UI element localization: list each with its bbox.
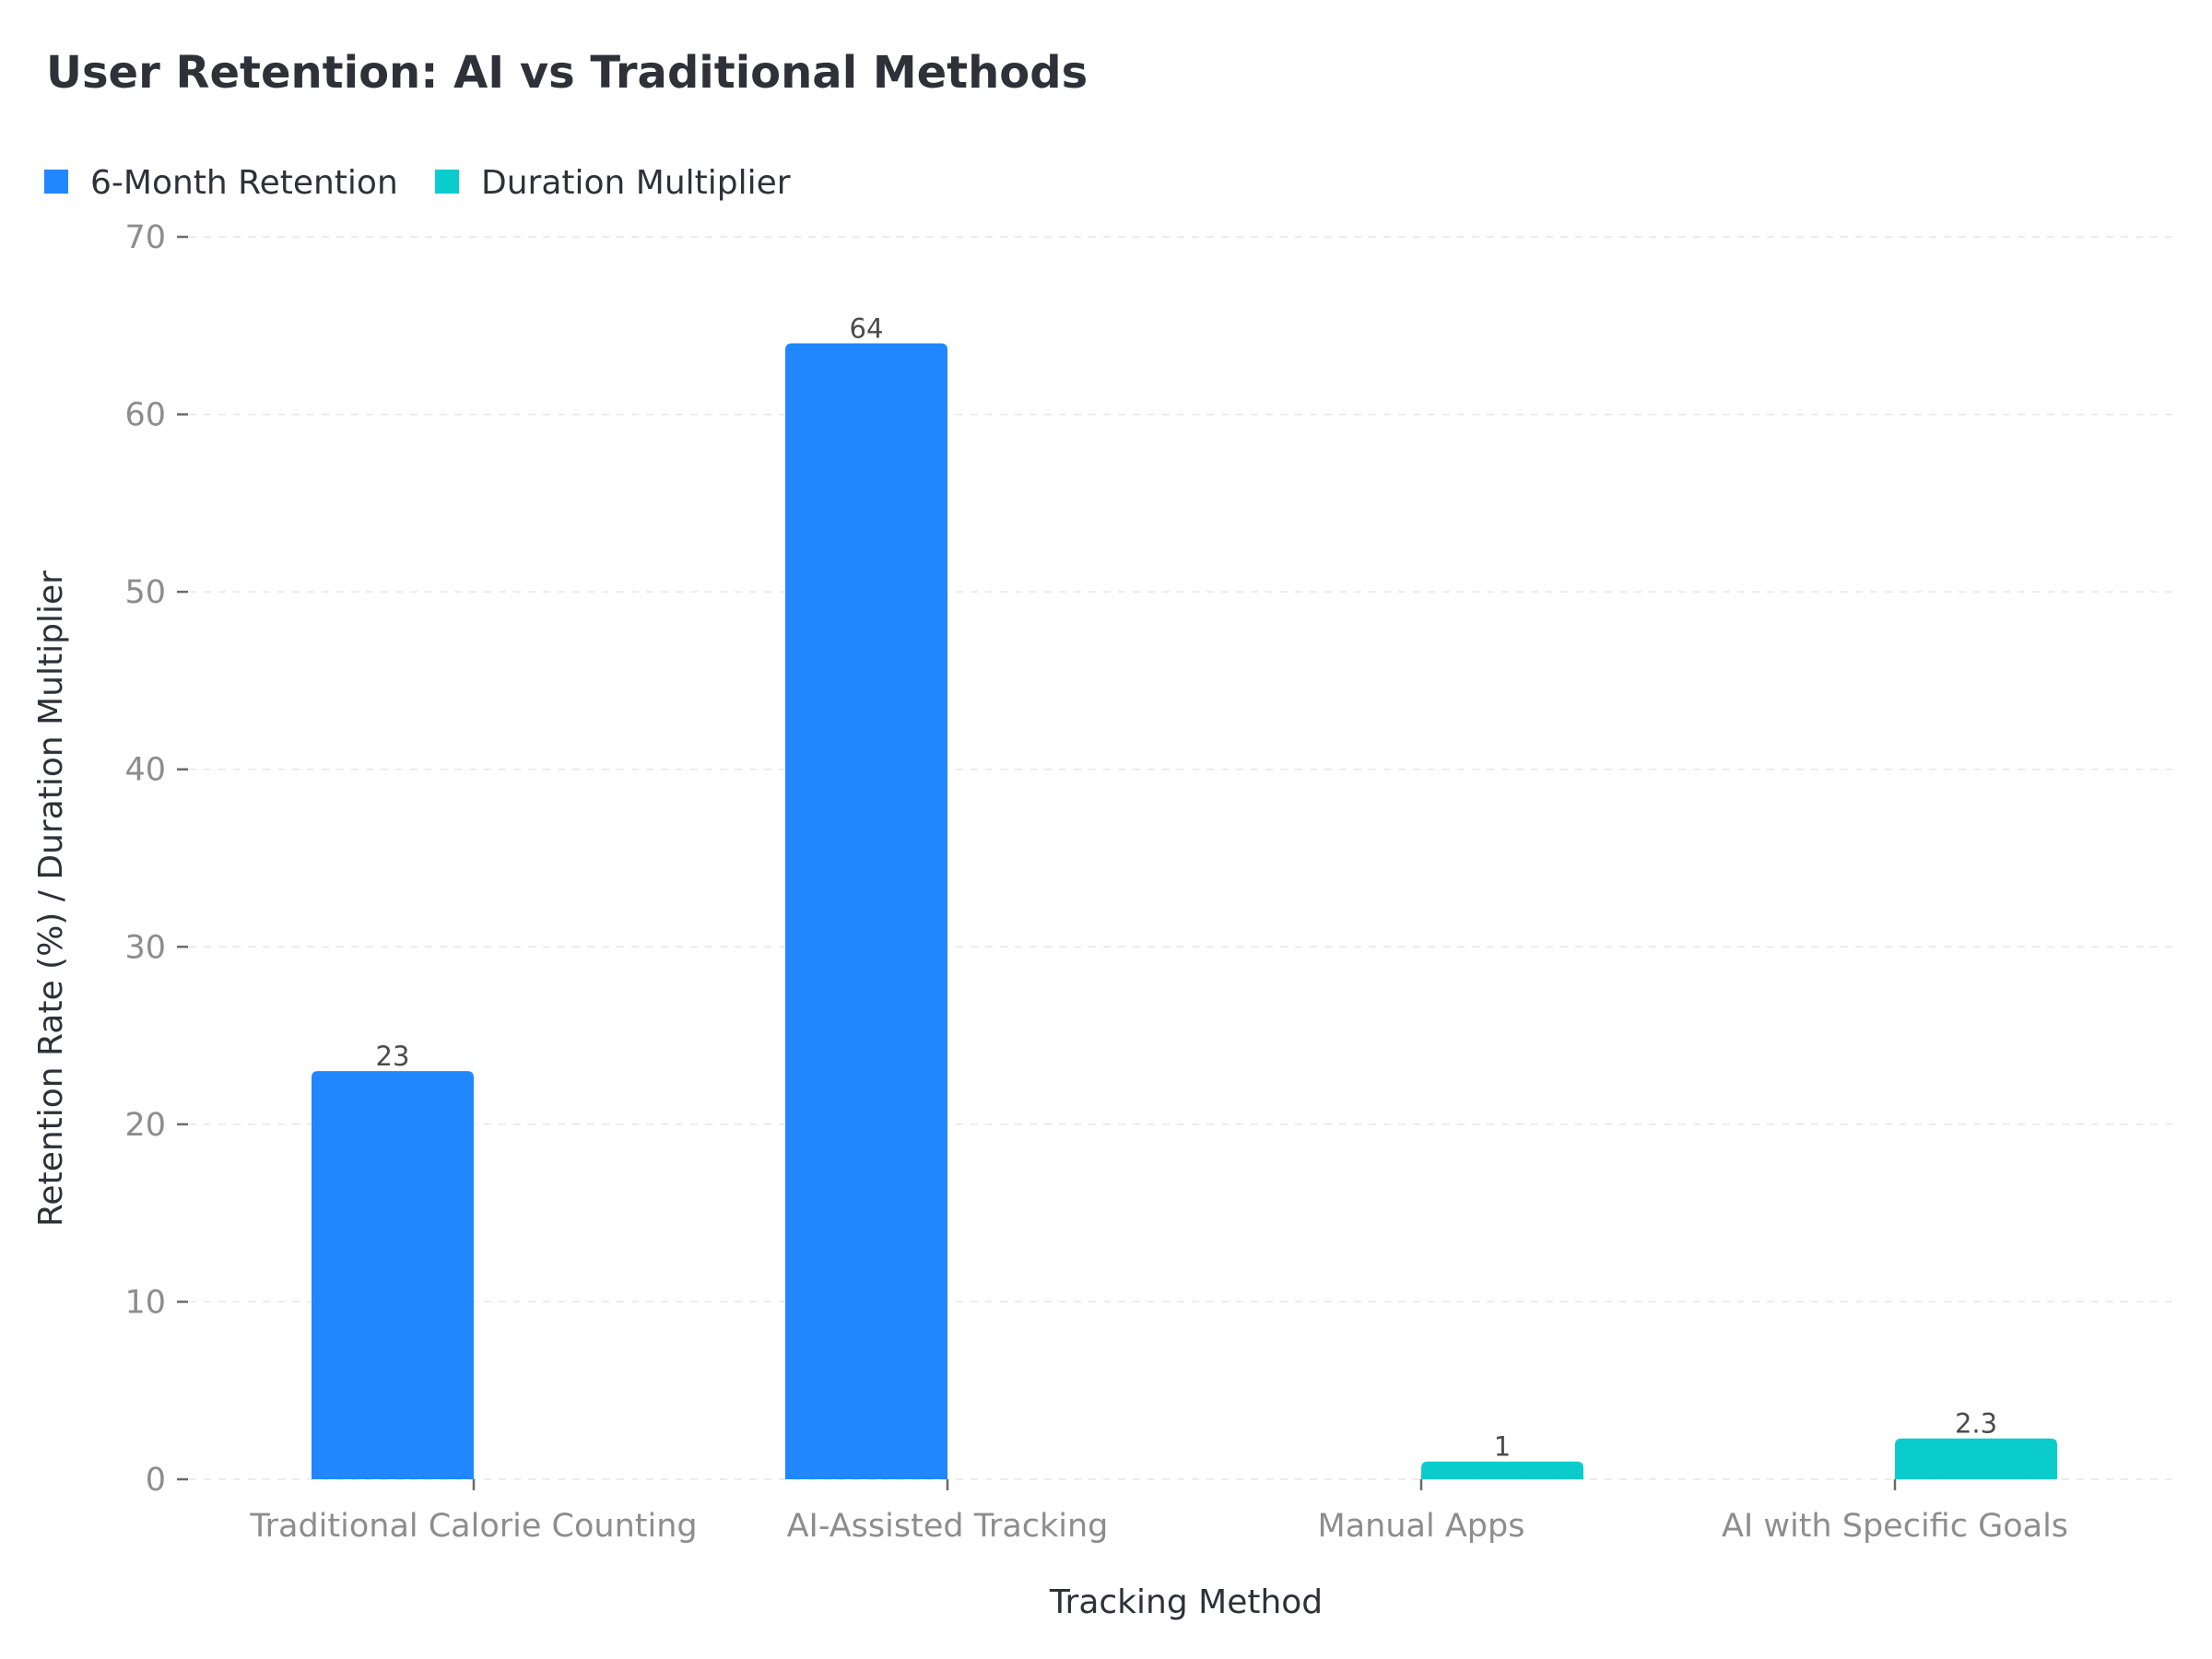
y-tick-label-20: 20	[124, 1107, 166, 1144]
x-tick-label-3: AI with Specific Goals	[1722, 1508, 2068, 1545]
x-tick-label-0: Traditional Calorie Counting	[249, 1508, 697, 1545]
y-tick-label-60: 60	[124, 397, 166, 434]
y-tick-label-10: 10	[124, 1284, 166, 1321]
data-label-multiplier-2: 1	[1494, 1431, 1511, 1463]
data-label-multiplier-3: 2.3	[1955, 1408, 1997, 1440]
x-tick-label-2: Manual Apps	[1318, 1508, 1525, 1545]
legend-swatch-retention	[44, 170, 68, 194]
bars	[312, 343, 2057, 1479]
x-axis: Traditional Calorie Counting AI-Assisted …	[249, 1479, 2068, 1545]
y-tick-label-40: 40	[124, 752, 166, 789]
bar-multiplier-3	[1895, 1438, 2057, 1479]
legend-label-retention: 6-Month Retention	[90, 164, 398, 202]
chart-title: User Retention: AI vs Traditional Method…	[46, 47, 1088, 99]
bar-retention-0	[312, 1071, 474, 1479]
y-tick-label-70: 70	[124, 219, 166, 256]
grid	[189, 236, 2180, 1480]
bar-multiplier-2	[1421, 1461, 1583, 1479]
data-label-retention-1: 64	[850, 313, 884, 345]
y-tick-label-30: 30	[124, 929, 166, 966]
y-axis-title: Retention Rate (%) / Duration Multiplier	[32, 571, 70, 1227]
data-labels: 23 64 1 2.3	[376, 313, 1998, 1463]
x-tick-label-1: AI-Assisted Tracking	[787, 1508, 1109, 1545]
bar-retention-1	[785, 343, 947, 1479]
data-label-retention-0: 23	[376, 1041, 410, 1072]
y-axis: 0 10 20 30 40 50 60 70	[124, 219, 188, 1499]
y-tick-label-50: 50	[124, 574, 166, 611]
y-tick-label-0: 0	[146, 1462, 166, 1499]
x-axis-title: Tracking Method	[1049, 1583, 1323, 1621]
legend-swatch-multiplier	[435, 170, 459, 194]
legend: 6-Month Retention Duration Multiplier	[44, 164, 791, 202]
legend-label-multiplier: Duration Multiplier	[481, 164, 791, 202]
